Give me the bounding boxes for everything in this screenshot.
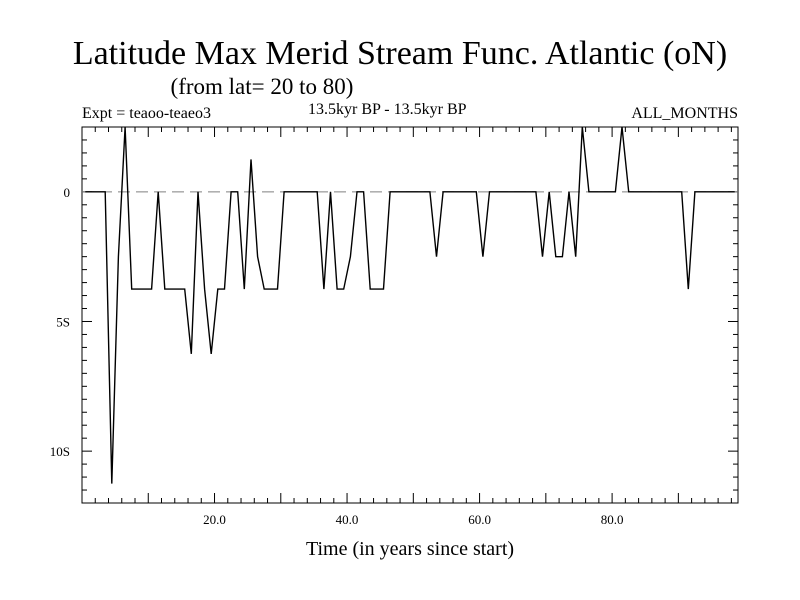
x-tick-label: 20.0: [203, 512, 226, 527]
period-label: 13.5kyr BP - 13.5kyr BP: [308, 101, 467, 118]
chart-title: Latitude Max Merid Stream Func. Atlantic…: [72, 35, 728, 72]
experiment-label: Expt = teaoo-teaeo3: [82, 105, 211, 122]
x-tick-label: 60.0: [468, 512, 491, 527]
axes: 20.0 40.0 60.0 80.0 0 5S 10S: [50, 126, 739, 527]
y-tick-label: 0: [64, 185, 71, 200]
y-tick-label: 5S: [56, 314, 70, 329]
chart-subtitle: (from lat= 20 to 80): [170, 74, 354, 99]
plot-frame: [81, 126, 739, 504]
plot-area: [82, 126, 738, 484]
x-axis-label: Time (in years since start): [305, 538, 515, 560]
series-line: [85, 126, 735, 484]
months-label: ALL_MONTHS: [631, 105, 738, 122]
x-tick-label: 80.0: [601, 512, 624, 527]
y-tick-label: 10S: [50, 444, 70, 459]
x-tick-label: 40.0: [336, 512, 359, 527]
